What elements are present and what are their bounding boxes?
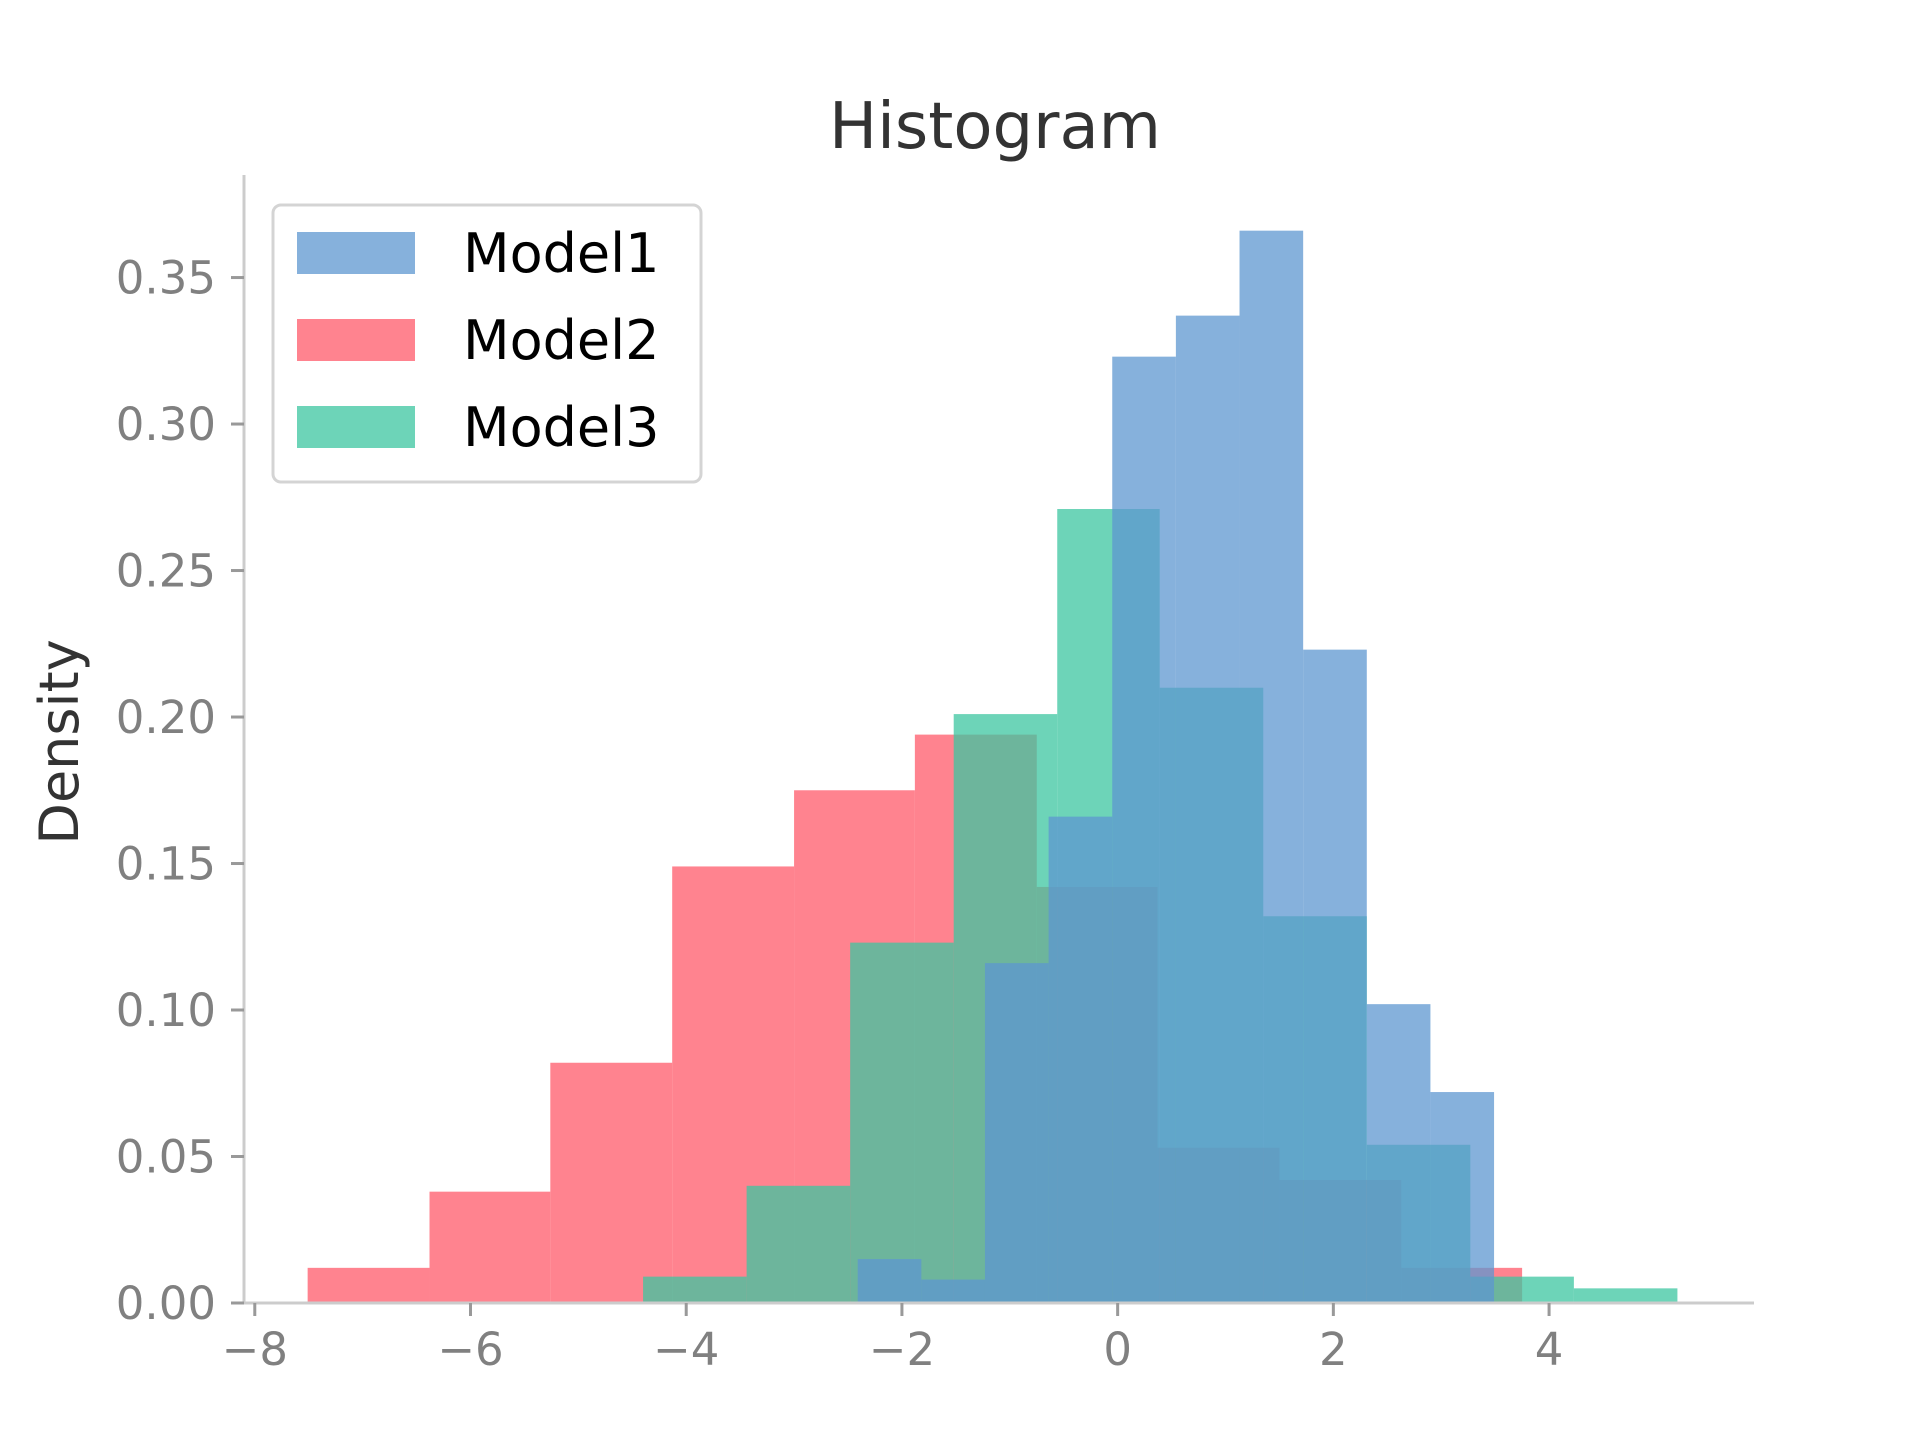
legend-label-Model3: Model3 [463, 396, 660, 459]
x-tick-label: 4 [1535, 1323, 1564, 1376]
y-tick-label: 0.00 [116, 1277, 216, 1330]
chart-title: Histogram [829, 90, 1161, 164]
bar-Model2-bin-3 [550, 1062, 673, 1303]
bar-Model3-bin-2 [746, 1185, 851, 1303]
x-tick-label: 0 [1103, 1323, 1132, 1376]
y-tick-label: 0.10 [116, 984, 216, 1037]
y-tick-label: 0.15 [116, 838, 216, 891]
bar-Model1-bin-3 [984, 963, 1049, 1303]
bar-Model1-bin-7 [1239, 230, 1304, 1304]
legend-swatch-Model2 [297, 319, 415, 361]
bar-Model2-bin-1 [307, 1267, 430, 1303]
axes: −8 −6 −4 −2 0 2 4 0.00 0.05 0.10 0.15 0.20 0.25 0.30 0… [116, 175, 1754, 1376]
y-tick-label: 0.25 [116, 545, 216, 598]
x-tick-label: −4 [653, 1323, 719, 1376]
y-tick-label: 0.05 [116, 1131, 216, 1184]
legend-swatch-Model3 [297, 406, 415, 448]
bar-Model1-bin-5 [1112, 356, 1176, 1303]
histogram-bars [307, 230, 1678, 1304]
legend-label-Model2: Model2 [463, 309, 660, 372]
bar-Model3-bin-3 [850, 942, 954, 1303]
series-Model1 [857, 230, 1495, 1304]
legend-label-Model1: Model1 [463, 222, 660, 285]
bar-Model1-bin-9 [1366, 1004, 1431, 1303]
bar-Model1-bin-4 [1048, 816, 1113, 1303]
x-tick-label: −8 [222, 1323, 288, 1376]
y-tick-label: 0.20 [116, 691, 216, 744]
legend-swatch-Model1 [297, 232, 415, 274]
bar-Model3-bin-10 [1573, 1288, 1678, 1303]
bar-Model1-bin-8 [1303, 649, 1367, 1303]
y-axis-label: Density [28, 639, 91, 844]
bar-Model3-bin-1 [643, 1276, 747, 1303]
bar-Model2-bin-2 [429, 1191, 551, 1303]
x-tick-label: 2 [1319, 1323, 1348, 1376]
bar-Model1-bin-6 [1175, 315, 1240, 1303]
bar-Model1-bin-2 [921, 1279, 985, 1303]
x-tick-label: −6 [437, 1323, 503, 1376]
x-tick-label: −2 [869, 1323, 935, 1376]
bar-Model1-bin-1 [857, 1259, 922, 1303]
bar-Model1-bin-10 [1430, 1092, 1495, 1303]
legend: Model1 Model2 Model3 [271, 203, 703, 484]
y-tick-label: 0.30 [116, 398, 216, 451]
y-tick-label: 0.35 [116, 252, 216, 305]
